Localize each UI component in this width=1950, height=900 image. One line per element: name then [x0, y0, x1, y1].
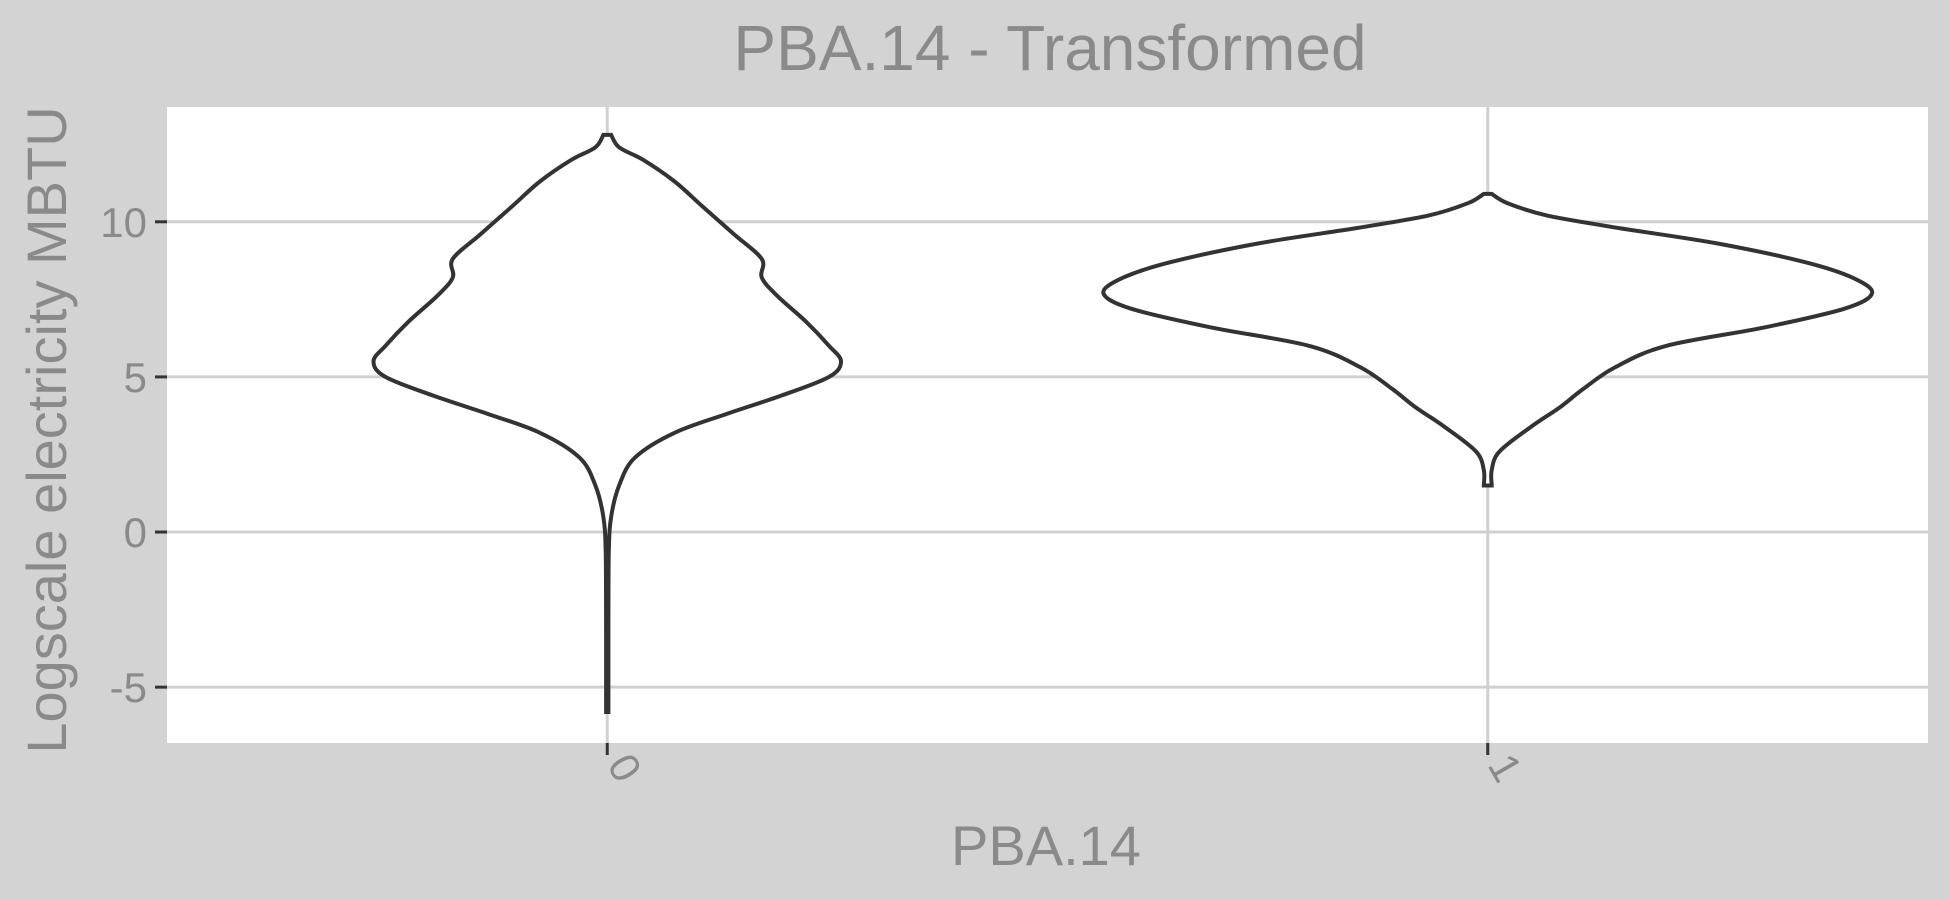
violins: [371, 132, 1875, 714]
y-axis-title: Logscale electricity MBTU: [15, 106, 78, 753]
chart-title: PBA.14 - Transformed: [733, 12, 1366, 84]
x-axis-title: PBA.14: [951, 814, 1141, 877]
y-tick-label: 5: [124, 354, 147, 401]
y-tick-label: -5: [110, 664, 147, 711]
y-tick-label: 10: [100, 199, 147, 246]
violin-1: [1101, 191, 1875, 488]
y-tick-label: 0: [124, 509, 147, 556]
violin-0: [371, 132, 844, 714]
plot-panel: [167, 107, 1928, 743]
